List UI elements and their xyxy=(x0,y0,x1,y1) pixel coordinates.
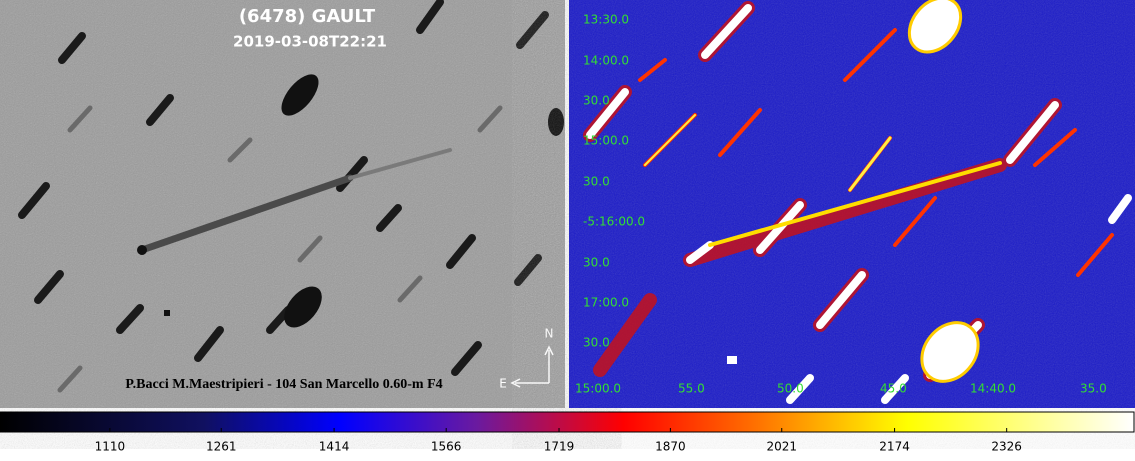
dec-label: 30.0 xyxy=(583,94,610,108)
ra-label: 15:00.0 xyxy=(575,382,621,396)
timestamp: 2019-03-08T22:21 xyxy=(233,33,387,51)
dec-label: -5:16:00.0 xyxy=(583,215,645,229)
coordinate-labels: 13:30.0 14:00.0 30.0 15:00.0 30.0 -5:16:00.0 3… xyxy=(575,13,1107,396)
colorbar-tick-label: 2326 xyxy=(991,440,1022,454)
colorbar-tick-label: 1566 xyxy=(431,440,462,454)
colorbar xyxy=(0,411,1135,433)
dec-label: 30.0 xyxy=(583,256,610,270)
colorbar-tick-label: 2174 xyxy=(879,440,910,454)
compass xyxy=(510,345,554,388)
compass-north: N xyxy=(545,327,554,341)
ra-label: 55.0 xyxy=(678,382,705,396)
colorbar-tick-label: 1719 xyxy=(544,440,575,454)
ra-label: 35.0 xyxy=(1080,382,1107,396)
colorbar-ticks: 1110 1261 1414 1566 1719 1870 2021 2174 2326 xyxy=(95,428,1022,454)
colorbar-tick-label: 1261 xyxy=(206,440,237,454)
left-image: (6478) GAULT 2019-03-08T22:21 P.Bacci M.… xyxy=(0,0,565,408)
ra-label: 50.0 xyxy=(777,382,804,396)
dec-label: 14:00.0 xyxy=(583,54,629,68)
colorbar-tick-label: 1870 xyxy=(655,440,686,454)
dec-label: 30.0 xyxy=(583,336,610,350)
comet-tail xyxy=(138,174,354,254)
colorbar-tick-label: 1414 xyxy=(319,440,350,454)
credit: P.Bacci M.Maestripieri - 104 San Marcell… xyxy=(125,377,442,392)
ra-label: 14:40.0 xyxy=(970,382,1016,396)
colorbar-tick-label: 2021 xyxy=(766,440,797,454)
dec-label: 15:00.0 xyxy=(583,134,629,148)
object-title: (6478) GAULT xyxy=(239,6,376,27)
dec-label: 30.0 xyxy=(583,175,610,189)
compass-east: E xyxy=(499,377,507,391)
ra-label: 45.0 xyxy=(880,382,907,396)
right-image: 13:30.0 14:00.0 30.0 15:00.0 30.0 -5:16:00.0 3… xyxy=(569,0,1135,408)
dec-label: 17:00.0 xyxy=(583,296,629,310)
dec-label: 13:30.0 xyxy=(583,13,629,27)
colorbar-tick-label: 1110 xyxy=(95,440,126,454)
